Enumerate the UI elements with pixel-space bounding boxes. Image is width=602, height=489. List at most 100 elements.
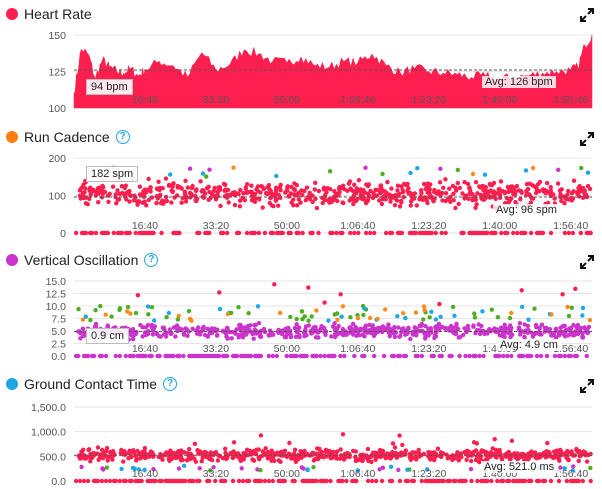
heart-rate-panel: Heart Rate xyxy=(0,0,602,122)
zero-point xyxy=(284,353,289,359)
help-icon[interactable]: ? xyxy=(115,130,130,144)
data-point xyxy=(569,305,574,310)
data-point xyxy=(440,198,445,203)
data-point xyxy=(480,309,485,314)
y-tick-label: 100 xyxy=(48,191,66,203)
data-point xyxy=(300,317,305,322)
data-point xyxy=(294,183,299,188)
help-icon[interactable]: ? xyxy=(144,253,159,267)
data-point xyxy=(303,327,308,332)
data-point xyxy=(142,199,147,204)
data-point xyxy=(274,173,279,179)
zero-point xyxy=(397,353,403,359)
zero-point xyxy=(528,353,534,359)
data-point xyxy=(524,188,529,194)
data-point xyxy=(502,190,507,196)
data-point xyxy=(251,336,256,341)
data-point xyxy=(380,465,386,470)
data-point xyxy=(332,312,337,317)
expand-icon[interactable] xyxy=(580,132,594,146)
expand-icon[interactable] xyxy=(580,379,594,393)
data-point xyxy=(186,308,192,314)
vertical-oscillation-panel: Vertical Oscillation ? xyxy=(0,248,602,370)
data-point xyxy=(556,167,561,172)
data-point xyxy=(150,332,156,337)
data-point xyxy=(243,332,249,337)
expand-icon[interactable] xyxy=(580,8,594,22)
zero-point xyxy=(236,478,242,484)
data-point xyxy=(170,189,175,195)
zero-point xyxy=(522,230,528,236)
data-point xyxy=(477,331,483,337)
zero-point xyxy=(415,353,421,359)
expand-icon[interactable] xyxy=(580,255,594,269)
zero-point xyxy=(405,478,411,484)
zero-point xyxy=(133,230,138,236)
zero-point xyxy=(274,353,280,359)
zero-point xyxy=(344,478,349,484)
zero-point xyxy=(522,478,528,484)
data-point xyxy=(443,177,448,182)
zero-point xyxy=(151,230,156,236)
zero-point xyxy=(463,353,468,359)
zero-point xyxy=(548,478,554,484)
data-point xyxy=(568,325,574,331)
data-point xyxy=(306,323,311,328)
data-point xyxy=(534,186,539,191)
zero-point xyxy=(171,353,176,359)
zero-point xyxy=(123,353,128,359)
zero-point xyxy=(181,353,186,359)
vertical-oscillation-title: Vertical Oscillation ? xyxy=(6,250,159,270)
ground-contact-time-avg-label: Avg: 521.0 ms xyxy=(481,461,558,473)
x-tick-label: 1:40:00 xyxy=(482,220,517,232)
data-point xyxy=(499,333,505,338)
data-point xyxy=(264,190,269,196)
data-point xyxy=(185,333,190,338)
zero-point xyxy=(429,230,434,236)
y-tick-label: 15.0 xyxy=(46,276,67,288)
data-point xyxy=(204,186,210,191)
data-point xyxy=(103,312,108,317)
data-point xyxy=(292,187,298,193)
data-point xyxy=(358,326,363,332)
data-point xyxy=(93,308,98,313)
data-point xyxy=(217,290,222,295)
zero-point xyxy=(332,353,337,359)
data-point xyxy=(473,180,479,185)
data-point xyxy=(114,201,119,206)
zero-point xyxy=(93,230,99,236)
data-point xyxy=(587,318,593,323)
data-point xyxy=(249,189,254,195)
data-point xyxy=(185,185,191,190)
data-point xyxy=(248,323,253,328)
data-point xyxy=(277,185,283,190)
data-point xyxy=(451,198,456,203)
data-point xyxy=(226,200,231,205)
y-tick-label: 2.5 xyxy=(51,339,66,351)
data-point xyxy=(362,306,367,311)
data-point xyxy=(85,202,90,207)
data-point xyxy=(146,176,151,182)
zero-point xyxy=(296,230,301,236)
data-point xyxy=(427,315,432,320)
data-point xyxy=(139,192,144,197)
data-point xyxy=(454,188,459,193)
data-point xyxy=(395,183,401,188)
data-point xyxy=(183,199,189,204)
help-icon[interactable]: ? xyxy=(163,377,178,391)
zero-point xyxy=(334,230,339,236)
data-point xyxy=(157,187,162,193)
data-point xyxy=(283,326,288,331)
zero-point xyxy=(248,353,254,359)
y-tick-label: 0.0 xyxy=(51,351,66,363)
data-point xyxy=(379,201,385,207)
data-point xyxy=(246,190,251,195)
data-point xyxy=(205,334,210,339)
data-point xyxy=(173,334,178,339)
data-point xyxy=(299,309,305,314)
zero-point xyxy=(322,353,327,359)
data-point xyxy=(355,315,361,321)
data-point xyxy=(456,335,461,340)
data-point xyxy=(368,188,373,194)
data-point xyxy=(83,186,88,191)
